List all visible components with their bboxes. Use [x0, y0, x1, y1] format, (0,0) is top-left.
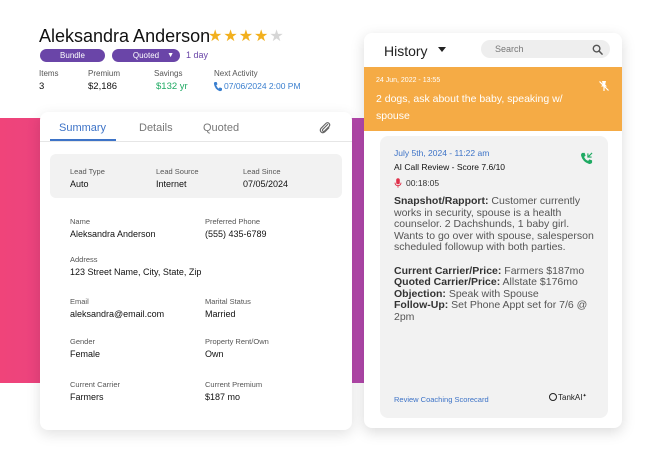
microphone-icon[interactable] [394, 178, 402, 188]
star-icon[interactable]: ★ [208, 28, 224, 45]
lead-since-label: Lead Since [243, 167, 281, 176]
call-summary: Snapshot/Rapport: Customer currently wor… [394, 195, 596, 323]
lead-since-value: 07/05/2024 [243, 179, 289, 189]
star-rating[interactable]: ★★★★★ [208, 26, 285, 46]
tag-quoted-dropdown[interactable]: Quoted ▼ [112, 49, 180, 62]
tag-quoted-label: Quoted [132, 51, 160, 60]
tankai-logo: TankAI✦ [549, 393, 587, 402]
gender-value: Female [70, 349, 101, 359]
stat-savings-value: $132 yr [156, 81, 188, 92]
note-text: 2 dogs, ask about the baby, speaking w/ … [376, 93, 563, 122]
property-rent-own-value: Own [205, 349, 224, 359]
tankai-brand: TankAI [558, 393, 583, 402]
note-date: 24 Jun, 2022 - 13:55 [376, 77, 441, 84]
snapshot-text: Customer currently works in security, sp… [394, 195, 594, 253]
follow-up-label: Follow-Up: [394, 299, 449, 311]
chevron-down-icon: ▼ [167, 52, 174, 59]
call-date: July 5th, 2024 - 11:22 am [394, 148, 490, 158]
marital-status-label: Marital Status [205, 297, 251, 306]
stat-premium-value: $2,186 [88, 81, 118, 92]
phone-icon [213, 82, 222, 92]
star-icon[interactable]: ★ [254, 28, 270, 45]
history-card: History 24 Jun, 2022 - 13:55 2 dogs, ask… [364, 33, 622, 428]
history-dropdown-title[interactable]: History [384, 43, 428, 59]
star-icon[interactable]: ★ [238, 28, 255, 45]
tag-bundle[interactable]: Bundle [40, 49, 105, 62]
tab-summary[interactable]: Summary [59, 122, 107, 134]
quoted-carrier-price-text: Allstate $176mo [502, 276, 578, 288]
paperclip-icon[interactable] [318, 121, 332, 135]
email-label: Email [70, 297, 89, 306]
chevron-down-icon[interactable] [438, 47, 446, 52]
lead-source-label: Lead Source [156, 167, 199, 176]
pinned-note[interactable]: 24 Jun, 2022 - 13:55 2 dogs, ask about t… [364, 67, 622, 131]
current-carrier-price-text: Farmers $187mo [504, 264, 585, 277]
tab-details[interactable]: Details [139, 122, 173, 134]
lead-type-value: Auto [70, 179, 89, 189]
stat-premium-label: Premium [88, 69, 121, 78]
marital-status-value: Married [205, 309, 236, 319]
call-duration: 00:18:05 [406, 178, 440, 188]
customer-name: Aleksandra Anderson [39, 26, 211, 46]
address-label: Address [70, 255, 98, 264]
call-score: AI Call Review - Score 7.6/10 [394, 162, 506, 172]
follow-up-text: Set Phone Appt set for 7/6 @ 2pm [394, 299, 588, 323]
tab-quoted[interactable]: Quoted [203, 122, 240, 134]
address-value: 123 Street Name, City, State, Zip [70, 267, 202, 277]
lead-source-value: Internet [156, 179, 187, 189]
search-input[interactable] [481, 40, 610, 58]
review-coaching-scorecard-link[interactable]: Review Coaching Scorecard [394, 395, 489, 404]
name-value: Aleksandra Anderson [70, 229, 156, 239]
search-icon[interactable] [592, 44, 603, 55]
lead-info-box: Lead Type Auto Lead Source Internet Lead… [50, 154, 342, 198]
email-value: aleksandra@email.com [70, 309, 165, 319]
stat-savings-label: Savings [154, 69, 183, 78]
property-rent-own-label: Property Rent/Own [205, 337, 269, 346]
stat-next-activity-value[interactable]: 07/06/2024 2:00 PM [224, 81, 301, 91]
summary-tabs: Summary Details Quoted [40, 112, 352, 142]
name-label: Name [70, 217, 91, 226]
current-premium-label: Current Premium [205, 380, 263, 389]
tankai-logo-icon [549, 393, 557, 401]
call-review-card: July 5th, 2024 - 11:22 am AI Call Review… [380, 136, 608, 418]
objection-label: Objection: [394, 287, 446, 300]
unpin-icon[interactable] [598, 80, 610, 92]
lead-type-label: Lead Type [70, 167, 105, 176]
summary-card: Summary Details Quoted Lead Type Auto Le… [40, 112, 352, 430]
current-carrier-value: Farmers [70, 392, 104, 402]
current-premium-value: $187 mo [205, 392, 241, 402]
stat-items-label: Items [39, 69, 59, 78]
preferred-phone-value: (555) 435-6789 [205, 229, 267, 239]
stat-items-value: 3 [39, 81, 45, 92]
current-carrier-label: Current Carrier [70, 380, 121, 389]
stat-next-activity-label: Next Activity [214, 69, 258, 78]
incoming-call-icon[interactable] [580, 152, 593, 165]
sparkle-icon: ✦ [582, 393, 587, 399]
quoted-carrier-price-label: Quoted Carrier/Price: [394, 276, 501, 288]
star-icon[interactable]: ★ [223, 28, 239, 45]
lead-age: 1 day [186, 50, 209, 60]
preferred-phone-label: Preferred Phone [205, 217, 261, 226]
active-tab-indicator [50, 139, 116, 141]
objection-text: Speak with Spouse [448, 287, 539, 300]
snapshot-label: Snapshot/Rapport: [394, 195, 489, 207]
star-empty-icon[interactable]: ★ [269, 28, 285, 45]
gender-label: Gender [70, 337, 96, 346]
current-carrier-price-label: Current Carrier/Price: [394, 264, 502, 277]
